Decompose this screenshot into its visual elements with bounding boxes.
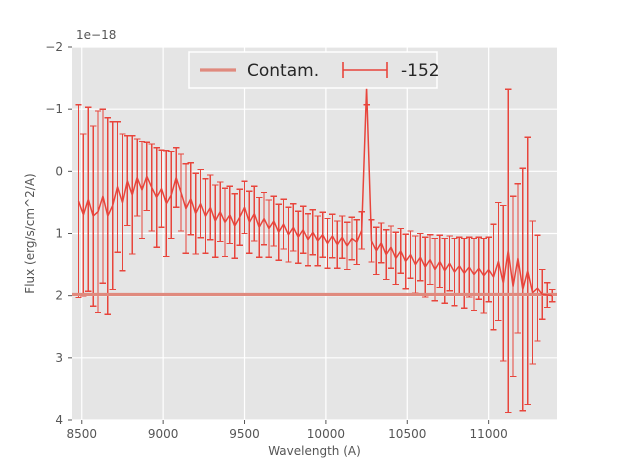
legend-label-contam: Contam. (247, 61, 319, 81)
xtick-label: 11000 (470, 427, 508, 441)
xtick-label: 9000 (148, 427, 179, 441)
ytick-label: 0 (55, 164, 63, 178)
xtick-label: 9500 (229, 427, 260, 441)
legend: Contam. -152 (188, 51, 440, 89)
ytick-label: −2 (45, 40, 63, 54)
xtick-label: 8500 (66, 427, 97, 441)
xtick-label: 10000 (307, 427, 345, 441)
flux-data-line (77, 86, 553, 297)
x-axis-title: Wavelength (A) (268, 444, 361, 458)
axis-ticks: 8500 9000 9500 10000 10500 11000 4 3 2 1 0 −1 −2 (45, 40, 507, 441)
y-axis-offset-text: 1e−18 (76, 28, 116, 42)
ytick-label: 4 (55, 413, 63, 427)
ytick-label: −1 (45, 102, 63, 116)
y-axis-title: Flux (erg/s/cm^2/A) (23, 173, 37, 293)
legend-label-series: -152 (401, 61, 440, 81)
legend-swatch-errorbar (342, 62, 388, 78)
xtick-label: 10500 (388, 427, 426, 441)
ytick-label: 1 (55, 227, 63, 241)
ytick-label: 2 (55, 289, 63, 303)
ytick-label: 3 (55, 351, 63, 365)
